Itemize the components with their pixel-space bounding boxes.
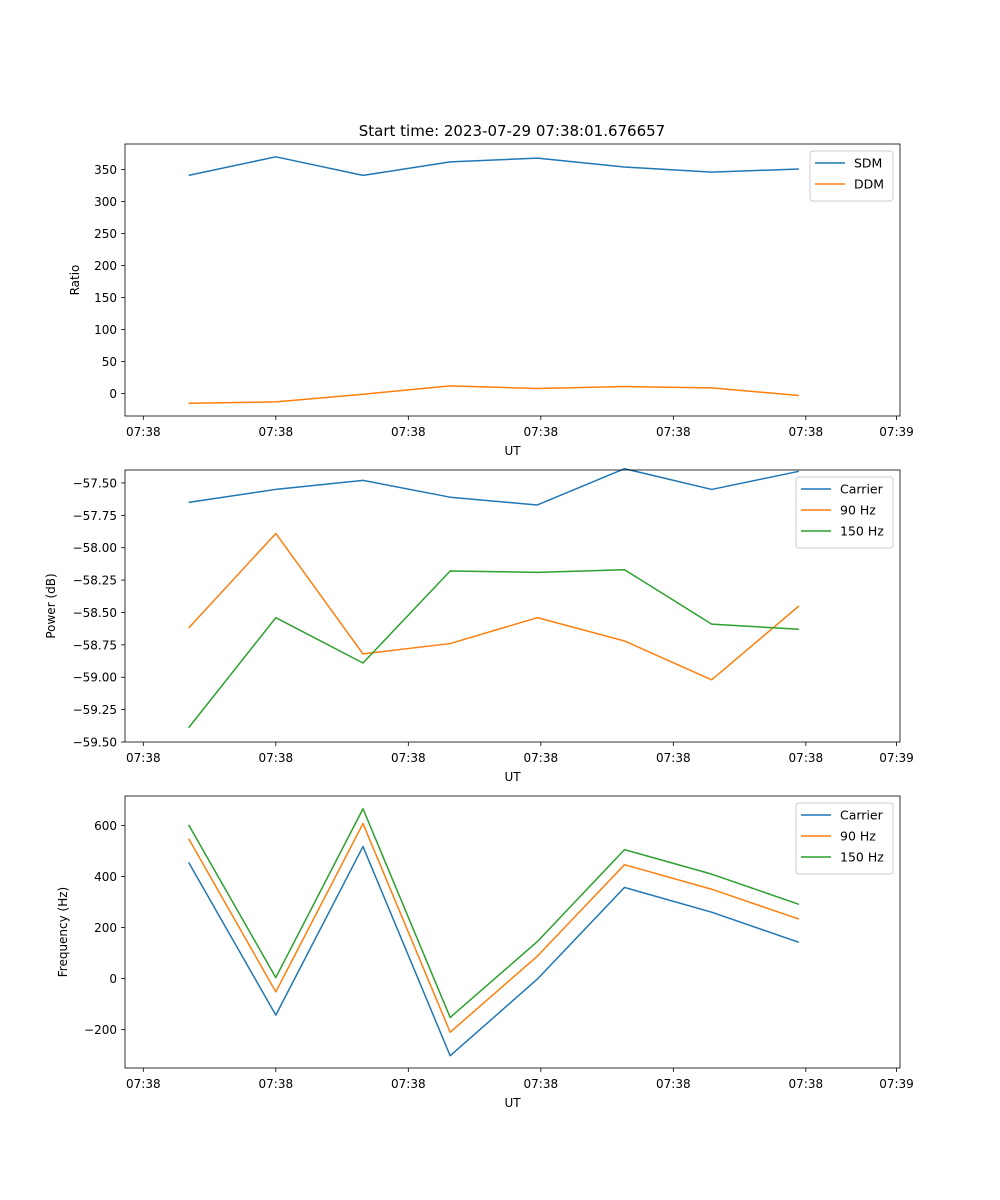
chart-panel-2: 07:38 07:38 07:38 07:38 07:38 07:38 07:39 −59.5… [44, 467, 914, 784]
series-line-carrier [187, 845, 800, 1057]
y-tick-label: −200 [84, 1023, 117, 1037]
y-axis-label: Power (dB) [44, 573, 58, 638]
y-tick-label: −58.00 [73, 541, 117, 555]
x-tick-label: 07:38 [656, 1077, 691, 1091]
legend-label-carrier: Carrier [840, 808, 884, 823]
y-tick-label: 350 [94, 163, 117, 177]
legend-label-sdm: SDM [854, 156, 882, 171]
x-axis-label: UT [504, 770, 521, 784]
y-axis-label: Frequency (Hz) [56, 887, 70, 978]
y-tick-label: 250 [94, 227, 117, 241]
series-line-150-hz [188, 568, 799, 729]
figure-title: Start time: 2023-07-29 07:38:01.676657 [359, 122, 665, 140]
y-tick-label: −59.50 [73, 736, 117, 750]
y-tick-label: 50 [102, 355, 117, 369]
x-tick-label: 07:39 [879, 425, 914, 439]
y-tick-label: −59.00 [73, 671, 117, 685]
y-tick-label: 600 [94, 819, 117, 833]
x-tick-label: 07:38 [259, 1077, 294, 1091]
x-tick-label: 07:38 [789, 1077, 824, 1091]
x-tick-label: 07:38 [259, 751, 294, 765]
y-tick-label: 200 [94, 259, 117, 273]
y-tick-label: 150 [94, 291, 117, 305]
y-tick-label: 300 [94, 195, 117, 209]
x-tick-label: 07:38 [259, 425, 294, 439]
legend-label-carrier: Carrier [840, 482, 884, 497]
legend: SDM DDM [809, 150, 894, 202]
x-tick-label: 07:38 [126, 425, 161, 439]
axes-frame [124, 469, 901, 743]
x-tick-label: 07:38 [789, 751, 824, 765]
legend-label-90-hz: 90 Hz [840, 503, 876, 518]
y-tick-label: −58.50 [73, 606, 117, 620]
series-line-carrier [188, 467, 800, 506]
chart-panel-1: 07:38 07:38 07:38 07:38 07:38 07:38 07:39 0 50 10… [68, 143, 914, 458]
series-line-sdm [188, 156, 799, 177]
y-tick-label: 100 [94, 323, 117, 337]
x-tick-label: 07:38 [126, 1077, 161, 1091]
x-tick-label: 07:38 [524, 425, 559, 439]
x-tick-label: 07:38 [524, 1077, 559, 1091]
x-tick-label: 07:39 [879, 1077, 914, 1091]
legend: Carrier 90 Hz 150 Hz [795, 802, 894, 875]
y-axis-label: Ratio [68, 265, 82, 296]
x-axis-label: UT [504, 1096, 521, 1110]
x-tick-label: 07:38 [126, 751, 161, 765]
x-axis-label: UT [504, 444, 521, 458]
x-tick-label: 07:38 [789, 425, 824, 439]
y-tick-label: 0 [109, 387, 117, 401]
y-tick-label: −58.75 [73, 638, 117, 652]
chart-panel-3: 07:38 07:38 07:38 07:38 07:38 07:38 07:39 −200 0… [56, 795, 914, 1110]
series-line-90-hz [187, 822, 800, 1033]
legend: Carrier 90 Hz 150 Hz [795, 476, 894, 549]
y-tick-label: −57.50 [73, 476, 117, 490]
y-tick-label: −58.25 [73, 574, 117, 588]
y-tick-label: −57.75 [73, 509, 117, 523]
x-tick-label: 07:39 [879, 751, 914, 765]
x-tick-label: 07:38 [391, 425, 426, 439]
y-tick-label: 400 [94, 870, 117, 884]
x-tick-label: 07:38 [656, 751, 691, 765]
x-tick-label: 07:38 [391, 751, 426, 765]
axes-frame [124, 795, 901, 1069]
x-tick-label: 07:38 [391, 1077, 426, 1091]
series-line-ddm [188, 385, 799, 404]
y-tick-label: 0 [109, 972, 117, 986]
y-tick-label: −59.25 [73, 703, 117, 717]
x-tick-label: 07:38 [656, 425, 691, 439]
legend-label-ddm: DDM [854, 177, 884, 192]
y-tick-label: 200 [94, 921, 117, 935]
legend-label-90-hz: 90 Hz [840, 829, 876, 844]
series-line-90-hz [188, 532, 800, 681]
series-line-150-hz [187, 808, 800, 1019]
legend-label-150-hz: 150 Hz [840, 524, 884, 539]
x-tick-label: 07:38 [524, 751, 559, 765]
legend-label-150-hz: 150 Hz [840, 850, 884, 865]
axes-frame [124, 143, 901, 417]
